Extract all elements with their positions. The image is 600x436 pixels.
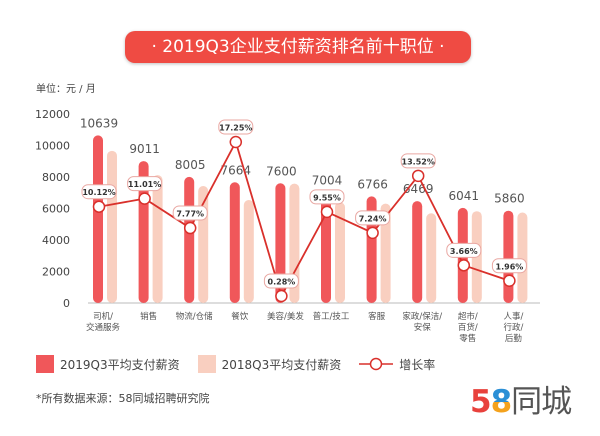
bar-value-label: 5860: [494, 192, 525, 206]
chart-title: · 2019Q3企业支付薪资排名前十职位 ·: [125, 31, 471, 63]
x-tick-label: 家政/保洁/: [402, 311, 442, 322]
growth-label-box: [263, 273, 299, 289]
x-tick-label: 百货/: [458, 322, 478, 333]
x-tick-label: 普工/技工: [313, 311, 350, 322]
bar-2018: [335, 202, 345, 303]
x-tick-label: 行政/: [503, 322, 523, 333]
growth-label-box: [127, 176, 163, 192]
legend-label-2019: 2019Q3平均支付薪资: [60, 357, 180, 372]
y-tick-label: 4000: [42, 234, 70, 247]
growth-point: [503, 274, 516, 288]
legend-label-growth: 增长率: [399, 357, 436, 372]
growth-label-box: [309, 189, 345, 205]
bar-2019: [412, 201, 423, 303]
legend-item-2019: 2019Q3平均支付薪资: [36, 355, 180, 373]
growth-label: 7.24%: [359, 214, 387, 223]
growth-point: [457, 259, 471, 272]
bar-2018: [243, 200, 254, 303]
growth-line: [98, 139, 510, 299]
bar-value-label: 7004: [312, 174, 343, 188]
growth-label: 3.66%: [450, 247, 478, 256]
bar-value-label: 6766: [357, 177, 388, 191]
legend-item-growth: 增长率: [359, 356, 435, 373]
growth-label-box: [400, 153, 436, 169]
legend-label-2018: 2018Q3平均支付薪资: [221, 357, 342, 372]
x-tick-label: 人事/: [503, 311, 523, 322]
growth-label: 11.01%: [128, 180, 161, 189]
legend-swatch-2019: [36, 355, 54, 373]
growth-point: [275, 289, 288, 303]
growth-label: 13.52%: [402, 157, 435, 166]
legend-swatch-2018: [197, 355, 216, 373]
bar-value-label: 7600: [266, 164, 297, 178]
unit-label: 单位：元 / 月: [36, 84, 96, 95]
x-tick-label: 美容/美发: [267, 311, 304, 322]
x-tick-label: 后勤: [505, 333, 523, 344]
y-tick-label: 10000: [35, 140, 70, 153]
bar-2019: [321, 192, 331, 303]
data-source-note: *所有数据来源：58同城招聘研究院: [36, 392, 210, 405]
x-tick-label: 物流/仓储: [176, 311, 213, 322]
x-tick-label: 餐饮: [231, 311, 249, 322]
x-tick-label: 安保: [414, 322, 432, 333]
bar-2019: [229, 182, 240, 303]
bar-2019: [275, 183, 286, 303]
x-tick-label: 销售: [140, 311, 157, 322]
growth-label-box: [446, 242, 482, 258]
growth-label-box: [218, 119, 254, 135]
y-tick-label: 0: [63, 297, 70, 310]
growth-point: [411, 169, 425, 183]
bar-2018: [426, 213, 437, 303]
line-marker-icon: [359, 357, 394, 371]
x-tick-label: 司机/: [93, 311, 113, 322]
growth-point: [366, 226, 379, 240]
x-tick-label: 零售: [459, 333, 476, 344]
legend-item-2018: 2018Q3平均支付薪资: [197, 355, 342, 373]
y-tick-label: 8000: [42, 171, 70, 184]
bar-value-label: 8005: [175, 158, 206, 172]
growth-label-box: [172, 205, 208, 221]
bar-2018: [107, 150, 117, 303]
growth-label-box: [491, 258, 527, 274]
bar-2019: [184, 176, 195, 303]
x-tick-label: 客服: [368, 311, 386, 322]
bar-value-label: 6041: [449, 189, 480, 203]
growth-label: 9.55%: [313, 193, 341, 202]
y-tick-label: 2000: [42, 266, 70, 279]
bar-2019: [93, 135, 103, 303]
bar-2018: [289, 183, 300, 303]
bar-2019: [503, 210, 514, 303]
growth-point: [320, 205, 334, 219]
x-tick-label: 交通服务: [86, 322, 121, 333]
x-tick-label: 超市/: [458, 311, 478, 322]
growth-point: [229, 135, 243, 149]
y-tick-label: 6000: [42, 203, 70, 216]
y-tick-label: 12000: [35, 108, 70, 121]
growth-point: [138, 192, 151, 205]
bar-value-label: 9011: [129, 142, 160, 156]
legend: 2019Q3平均支付薪资 2018Q3平均支付薪资 增长率: [36, 355, 453, 373]
growth-label: 10.12%: [82, 188, 115, 197]
growth-point: [92, 200, 106, 213]
growth-label-box: [81, 184, 117, 200]
growth-label: 7.77%: [176, 210, 204, 219]
bar-2018: [517, 212, 528, 303]
bar-2018: [380, 203, 391, 303]
growth-label-box: [355, 210, 391, 226]
growth-label: 17.25%: [219, 124, 252, 133]
growth-label: 0.28%: [268, 278, 296, 287]
58-logo: 58同城: [470, 384, 572, 420]
bar-2018: [152, 175, 163, 303]
bar-value-label: 10639: [80, 116, 118, 130]
growth-label: 1.96%: [496, 262, 524, 271]
growth-point: [183, 221, 197, 235]
